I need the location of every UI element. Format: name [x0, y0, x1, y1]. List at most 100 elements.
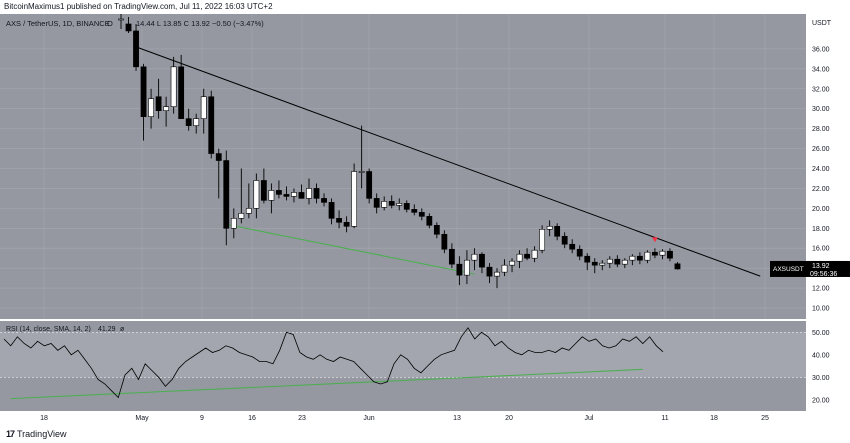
rsi-tick-label: 30.00 — [812, 375, 830, 382]
rsi-settings-icon[interactable]: ø — [120, 326, 125, 333]
price-tick-label: 30.00 — [812, 106, 830, 113]
price-tick-label: 12.00 — [812, 286, 830, 293]
candle — [621, 258, 628, 269]
candle — [253, 173, 260, 219]
candle — [343, 216, 350, 233]
candle — [584, 253, 591, 271]
sell-marker — [651, 237, 658, 243]
candle — [591, 258, 598, 274]
time-tick-label: 20 — [505, 415, 513, 422]
candle — [125, 16, 132, 33]
time-tick-label: 23 — [298, 415, 306, 422]
candle — [554, 223, 561, 241]
price-support-segment — [226, 223, 475, 275]
price-tick-label: 18.00 — [812, 226, 830, 233]
candle — [193, 113, 200, 134]
price-tick-label: 10.00 — [812, 306, 830, 313]
candle — [283, 186, 290, 201]
time-tick-label: 13 — [453, 415, 461, 422]
candle — [358, 125, 365, 189]
candle — [306, 178, 312, 205]
candle — [479, 252, 485, 274]
candle — [178, 54, 185, 119]
candle — [456, 256, 463, 286]
candle — [561, 232, 568, 249]
time-axis-labels: 18 May 9 16 23 Jun 13 20 Jul 11 18 25 — [40, 415, 769, 422]
rsi-support-line — [10, 368, 643, 400]
candle — [486, 263, 493, 284]
candle — [403, 200, 410, 213]
price-pane-bg — [0, 14, 806, 319]
pane-separator[interactable] — [0, 319, 806, 321]
time-tick-label: 18 — [710, 415, 718, 422]
candle — [524, 248, 530, 261]
candle — [599, 260, 606, 271]
chart-area[interactable]: AXS / TetherUS, 1D, BINANCE O 14.44 L 13… — [0, 14, 850, 424]
price-tag-countdown: 09:56:36 — [810, 271, 837, 278]
candle — [170, 56, 177, 114]
candle — [298, 184, 305, 199]
time-tick-label: 9 — [200, 415, 204, 422]
candle — [441, 230, 448, 254]
symbol-line: AXS / TetherUS, 1D, BINANCE — [6, 19, 110, 28]
candle — [223, 150, 230, 246]
candle — [185, 108, 192, 131]
rsi-axis-labels: 20.00 30.00 40.00 50.00 — [812, 330, 830, 405]
sell-arrow-icon — [651, 237, 658, 243]
candle — [336, 210, 342, 229]
candle — [291, 188, 297, 203]
candle — [667, 248, 673, 262]
price-tick-label: 28.00 — [812, 126, 830, 133]
time-axis[interactable] — [0, 411, 850, 424]
candle — [260, 168, 267, 204]
time-tick-label: 16 — [248, 415, 256, 422]
candle — [644, 250, 651, 264]
candle — [606, 256, 613, 269]
price-tick-label: 34.00 — [812, 66, 830, 73]
rsi-label: RSI (14, close, SMA, 14, 2) — [6, 326, 91, 333]
price-axis[interactable] — [806, 14, 850, 424]
rsi-line — [3, 327, 664, 399]
candle — [381, 196, 388, 211]
currency-label: USDT — [812, 20, 832, 27]
candle — [155, 78, 162, 119]
candle — [140, 63, 147, 141]
price-tag-value: 13.92 — [812, 263, 830, 270]
candle — [433, 222, 440, 239]
candle — [494, 268, 500, 289]
price-tick-label: 22.00 — [812, 186, 830, 193]
candle — [163, 96, 170, 127]
candle — [509, 258, 515, 273]
candle — [674, 262, 681, 270]
candle — [200, 88, 207, 134]
price-tick-label: 16.00 — [812, 246, 830, 253]
time-tick-label: May — [135, 415, 149, 422]
time-tick-label: 18 — [40, 415, 48, 422]
candle — [629, 254, 636, 266]
ohlc-open-label: O — [107, 19, 113, 28]
publisher-line: BitcoinMaximus1 published on TradingView… — [4, 2, 273, 11]
price-tag-symbol: AXSUSDT — [773, 266, 804, 273]
candle — [539, 225, 546, 254]
publisher-bar: BitcoinMaximus1 published on TradingView… — [0, 0, 850, 14]
candle — [366, 168, 373, 204]
candle — [238, 168, 245, 224]
candle — [576, 245, 583, 261]
time-tick-label: 25 — [761, 415, 769, 422]
rsi-value: 41.29 — [98, 326, 116, 333]
candle — [215, 148, 222, 199]
candle — [569, 239, 576, 254]
candle — [245, 183, 252, 219]
candle — [388, 195, 395, 209]
rsi-band — [0, 332, 806, 378]
tradingview-logo[interactable]: 17 TradingView — [6, 429, 67, 439]
time-tick-label: Jul — [585, 415, 594, 422]
candle — [471, 248, 478, 271]
tradingview-logo-mark: 17 — [6, 429, 15, 439]
time-tick-label: Jun — [363, 415, 374, 422]
candle — [268, 183, 275, 214]
candle — [276, 180, 282, 199]
price-tick-label: 36.00 — [812, 46, 830, 53]
price-tick-label: 32.00 — [812, 86, 830, 93]
candle — [418, 208, 425, 221]
